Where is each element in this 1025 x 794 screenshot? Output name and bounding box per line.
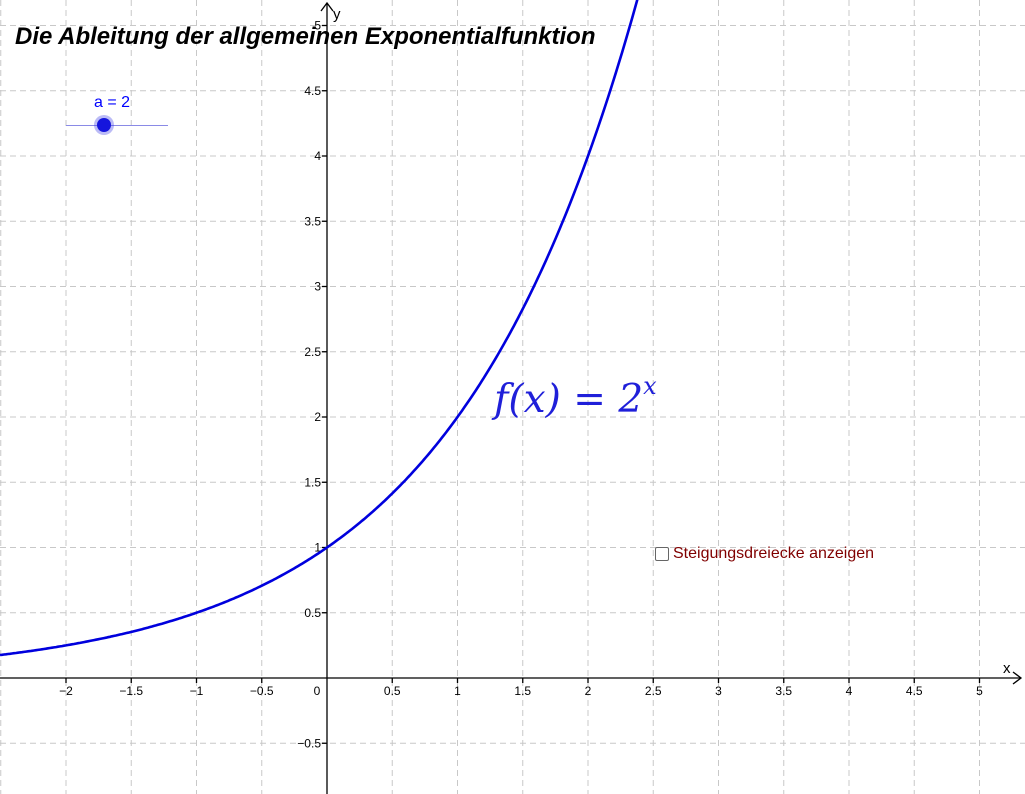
y-tick-label: 3 <box>314 280 321 294</box>
formula-exponent: x <box>643 372 657 400</box>
y-tick-label: 0.5 <box>304 606 321 620</box>
x-tick-label: −2 <box>59 684 73 698</box>
x-axis-label: x <box>1003 660 1011 677</box>
x-tick-label: 0 <box>314 684 321 698</box>
x-tick-label: 5 <box>976 684 983 698</box>
checkbox-box[interactable] <box>655 547 669 561</box>
x-tick-label: 3.5 <box>775 684 792 698</box>
slider-label: a = 2 <box>94 94 131 111</box>
x-tick-label: 1 <box>454 684 461 698</box>
formula-lhs: f(x) = 2 <box>494 377 644 422</box>
x-axis-arrow <box>1012 671 1023 685</box>
y-tick-label: 2.5 <box>304 345 321 359</box>
tick-labels: −2 −1.5 −1 −0.5 0 0.5 1 1.5 2 2.5 3 3.5 4 4.5 5 −0.5 0.5… <box>59 19 983 751</box>
x-tick-label: −0.5 <box>250 684 274 698</box>
function-formula: f(x) = 2x <box>494 374 657 422</box>
y-tick-label: 1 <box>314 541 321 555</box>
y-tick-label: −0.5 <box>297 736 321 750</box>
x-tick-label: 0.5 <box>384 684 401 698</box>
y-tick-label: 1.5 <box>304 475 321 489</box>
checkbox-label: Steigungsdreiecke anzeigen <box>673 545 875 562</box>
slider-knob[interactable] <box>97 118 111 132</box>
x-tick-label: 4 <box>846 684 853 698</box>
x-tick-label: −1.5 <box>119 684 143 698</box>
page-title: Die Ableitung der allgemeinen Exponentia… <box>15 23 596 50</box>
curve-layer <box>0 0 639 657</box>
x-tick-label: 1.5 <box>514 684 531 698</box>
slider-a[interactable]: a = 2 <box>66 94 170 138</box>
y-axis-label: y <box>333 6 341 23</box>
function-curve <box>0 0 639 657</box>
x-tick-label: 2 <box>585 684 592 698</box>
y-tick-label: 5 <box>314 19 321 33</box>
y-axis-arrow <box>320 1 334 12</box>
y-tick-label: 4.5 <box>304 84 321 98</box>
x-tick-label: −1 <box>190 684 204 698</box>
y-tick-label: 3.5 <box>304 214 321 228</box>
checkbox-steigungsdreiecke[interactable]: Steigungsdreiecke anzeigen <box>655 545 874 563</box>
x-tick-label: 2.5 <box>645 684 662 698</box>
y-tick-label: 2 <box>314 410 321 424</box>
y-tick-label: 4 <box>314 149 321 163</box>
slider-track[interactable] <box>66 125 168 126</box>
x-tick-label: 3 <box>715 684 722 698</box>
x-tick-label: 4.5 <box>906 684 923 698</box>
